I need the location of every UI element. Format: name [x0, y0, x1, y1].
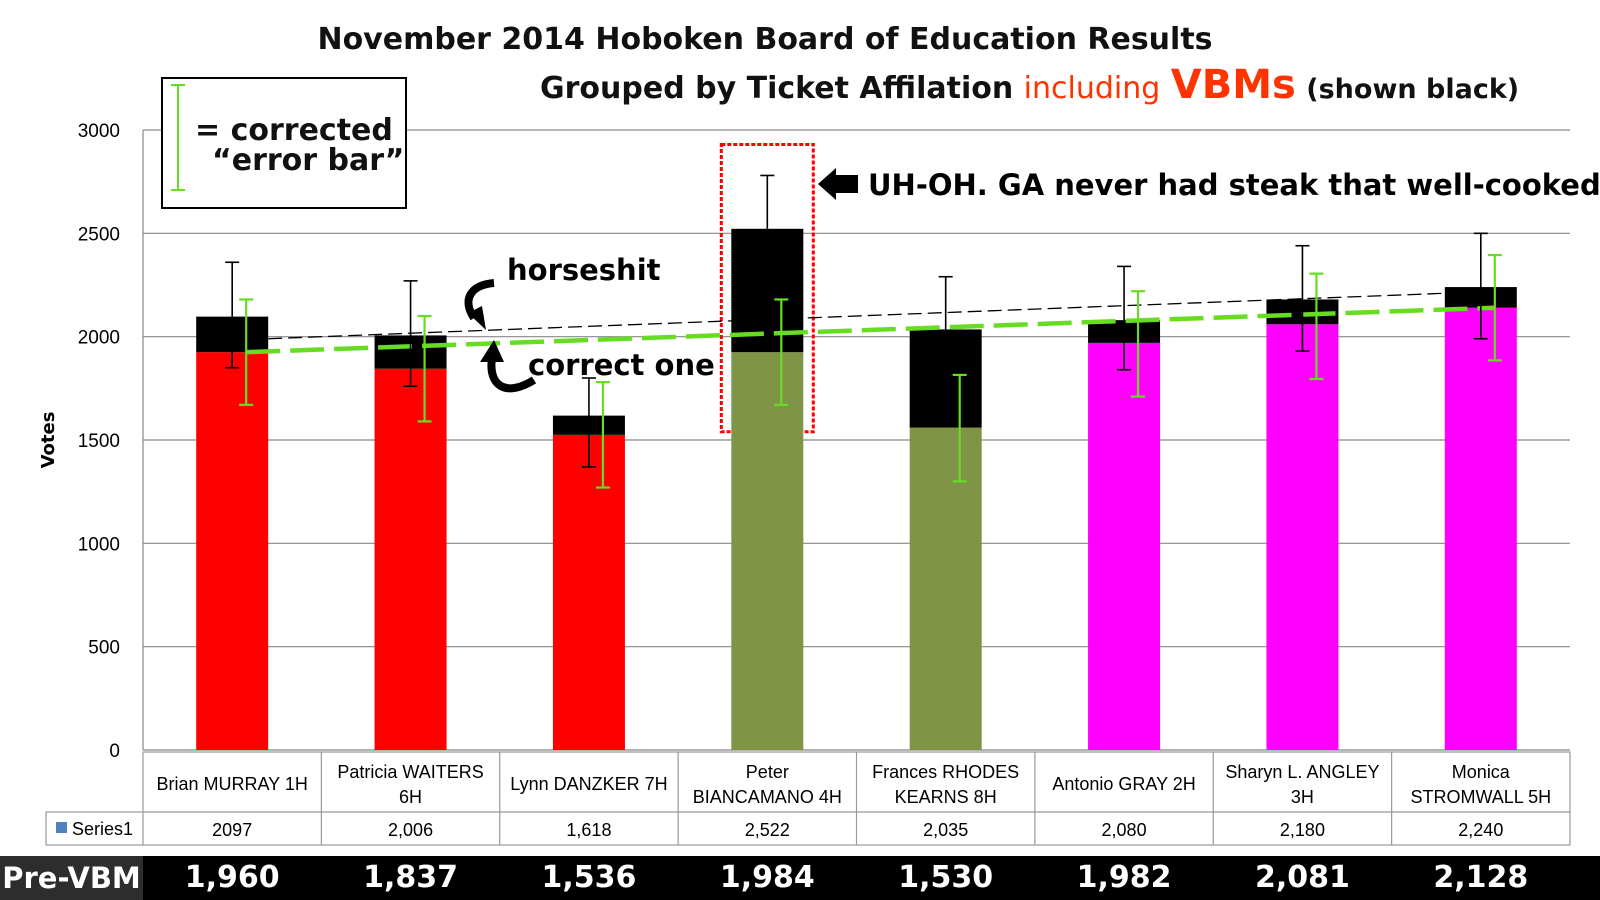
pre-vbm-value: 2,128	[1433, 860, 1529, 895]
annotation-uh-oh-text: UH-OH. GA never had steak that well-cook…	[868, 168, 1600, 202]
pre-vbm-value: 1,837	[363, 860, 459, 895]
left-arrow-icon	[818, 168, 858, 200]
error-bar-corrected	[774, 298, 789, 406]
category-label: 6H	[399, 787, 422, 807]
total-value: 1,618	[566, 820, 611, 840]
bar-base	[909, 427, 982, 750]
error-bar-black	[938, 275, 953, 330]
pre-vbm-value: 2,081	[1254, 860, 1350, 895]
error-bar-black	[1473, 232, 1488, 340]
error-bar-corrected	[1309, 272, 1324, 381]
subtitle-part4: (shown black)	[1306, 74, 1520, 105]
pre-vbm-value: 1,960	[184, 860, 280, 895]
bar-base	[552, 434, 625, 750]
error-bar-corrected	[1487, 253, 1502, 362]
category-label: Antonio GRAY 2H	[1052, 774, 1195, 794]
category-label: Sharyn L. ANGLEY	[1225, 762, 1379, 782]
highlight-box	[719, 142, 815, 434]
y-tick-label: 1500	[78, 431, 120, 452]
annotation-horseshit: horseshit	[464, 253, 661, 330]
data-table: Series1 Brian MURRAY 1H 2097 Patricia WAITE…	[45, 751, 1571, 846]
annotation-horseshit-text: horseshit	[507, 253, 661, 287]
total-value: 2,522	[745, 820, 790, 840]
bar-base	[196, 352, 269, 750]
total-value: 2,006	[388, 820, 433, 840]
error-bar-corrected	[1131, 290, 1146, 398]
category-label: Brian MURRAY 1H	[157, 774, 308, 794]
total-value: 2,180	[1280, 820, 1325, 840]
bars	[196, 228, 1517, 750]
bar-base	[731, 352, 804, 750]
series-legend-swatch	[56, 822, 67, 833]
pre-vbm-value: 1,982	[1076, 860, 1172, 895]
y-axis-label: Votes	[38, 412, 59, 469]
table-value-row	[45, 811, 1571, 846]
category-label: STROMWALL 5H	[1410, 787, 1551, 807]
category-label: Monica	[1452, 762, 1511, 782]
error-bars	[225, 174, 1502, 489]
bar-base	[1088, 342, 1161, 750]
pre-vbm-strip: Pre-VBM 1,960 1,837 1,536 1,984 1,530 1,982 2,…	[0, 856, 1600, 900]
error-bar-black	[581, 377, 596, 468]
total-value: 2,240	[1458, 820, 1503, 840]
error-bar-black	[760, 174, 775, 229]
legend-error-bar-icon	[171, 84, 185, 191]
y-tick-label: 3000	[78, 121, 120, 142]
chart-title: November 2014 Hoboken Board of Education…	[317, 22, 1213, 57]
bar-vbm	[909, 329, 982, 428]
total-value: 2,035	[923, 820, 968, 840]
annotation-correct-one: correct one	[480, 340, 715, 393]
y-tick-label: 2500	[78, 224, 120, 245]
pre-vbm-label: Pre-VBM	[0, 856, 143, 900]
error-bar-black	[1117, 265, 1132, 371]
bar-base	[1444, 307, 1517, 750]
category-label: KEARNS 8H	[895, 787, 997, 807]
category-label: Frances RHODES	[872, 762, 1019, 782]
subtitle-part2: including	[1023, 71, 1161, 106]
bar-base	[1266, 324, 1339, 750]
legend-line1: = corrected	[195, 113, 393, 148]
gridlines	[143, 129, 1570, 751]
trend-line-black	[268, 292, 1445, 340]
annotation-uh-oh: UH-OH. GA never had steak that well-cook…	[818, 168, 1600, 202]
category-label: Peter	[746, 762, 789, 782]
pre-vbm-value: 1,984	[719, 860, 815, 895]
chart-subtitle: Grouped by Ticket Affilation including V…	[540, 62, 1519, 108]
curved-arrow-icon	[487, 357, 537, 393]
total-value: 2,080	[1102, 820, 1147, 840]
y-tick-label: 500	[88, 638, 120, 659]
trend-line-green	[246, 305, 1495, 355]
annotation-correct-one-text: correct one	[528, 348, 715, 382]
error-bar-black	[1295, 244, 1310, 352]
error-bar-black	[403, 280, 418, 388]
subtitle-part1: Grouped by Ticket Affilation	[540, 71, 1014, 106]
error-bar-corrected	[417, 314, 432, 423]
y-tick-label: 1000	[78, 534, 120, 555]
error-bar-corrected	[595, 381, 610, 489]
pre-vbm-value: 1,530	[898, 860, 994, 895]
trend-lines	[246, 292, 1495, 355]
y-tick-label: 2000	[78, 328, 120, 349]
series-label: Series1	[72, 819, 133, 839]
category-label: 3H	[1291, 787, 1314, 807]
category-label: Lynn DANZKER 7H	[510, 774, 667, 794]
y-axis: 0 500 1000 1500 2000 2500 3000	[78, 121, 144, 762]
error-bar-black	[225, 261, 240, 369]
subtitle-part3: VBMs	[1170, 62, 1296, 108]
category-label: BIANCAMANO 4H	[693, 787, 842, 807]
error-bar-corrected	[952, 373, 967, 483]
y-tick-label: 0	[109, 741, 120, 762]
legend-line2: “error bar”	[212, 143, 404, 178]
legend: = corrected “error bar”	[161, 77, 407, 209]
total-value: 2097	[212, 820, 252, 840]
error-bar-corrected	[239, 298, 254, 406]
pre-vbm-value: 1,536	[541, 860, 637, 895]
bar-base	[374, 368, 447, 750]
category-label: Patricia WAITERS	[337, 762, 483, 782]
highlight-box-outline	[719, 142, 815, 434]
